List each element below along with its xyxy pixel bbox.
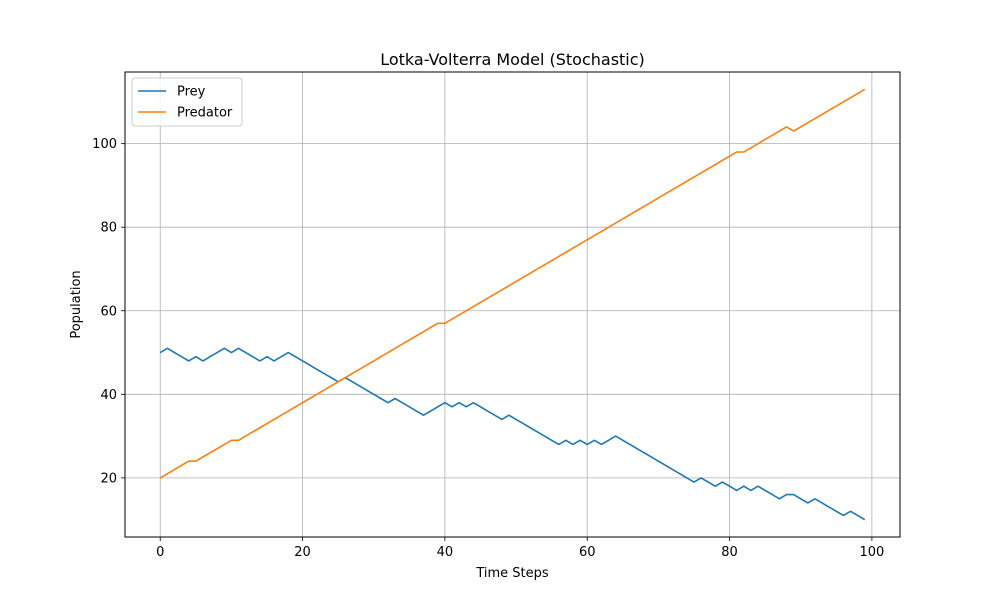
y-tick-label: 40 [100, 388, 117, 403]
legend: Prey Predator [131, 77, 243, 127]
x-tick-label: 100 [859, 545, 884, 560]
y-tick-label: 20 [100, 471, 117, 486]
y-tick-label: 100 [92, 137, 117, 152]
x-axis-label: Time Steps [475, 566, 549, 581]
x-tick-label: 20 [294, 545, 311, 560]
y-tick-label: 60 [100, 304, 117, 319]
series-line-prey [159, 347, 866, 521]
legend-label-predator: Predator [177, 106, 233, 121]
series-line-predator [159, 88, 866, 479]
x-tick-label: 0 [156, 545, 164, 560]
x-tick-label: 40 [437, 545, 454, 560]
plot-frame [124, 71, 901, 538]
grid [125, 72, 900, 537]
y-tick-label: 80 [100, 221, 117, 236]
x-tick-label: 60 [579, 545, 596, 560]
series-layer [159, 88, 866, 521]
ticks: 0 20 40 60 80 100 20 40 60 80 100 [92, 137, 884, 560]
x-tick-label: 80 [721, 545, 738, 560]
legend-label-prey: Prey [177, 85, 206, 100]
y-axis-label: Population [69, 270, 84, 338]
chart-title: Lotka-Volterra Model (Stochastic) [380, 50, 645, 69]
legend-box [131, 77, 243, 127]
